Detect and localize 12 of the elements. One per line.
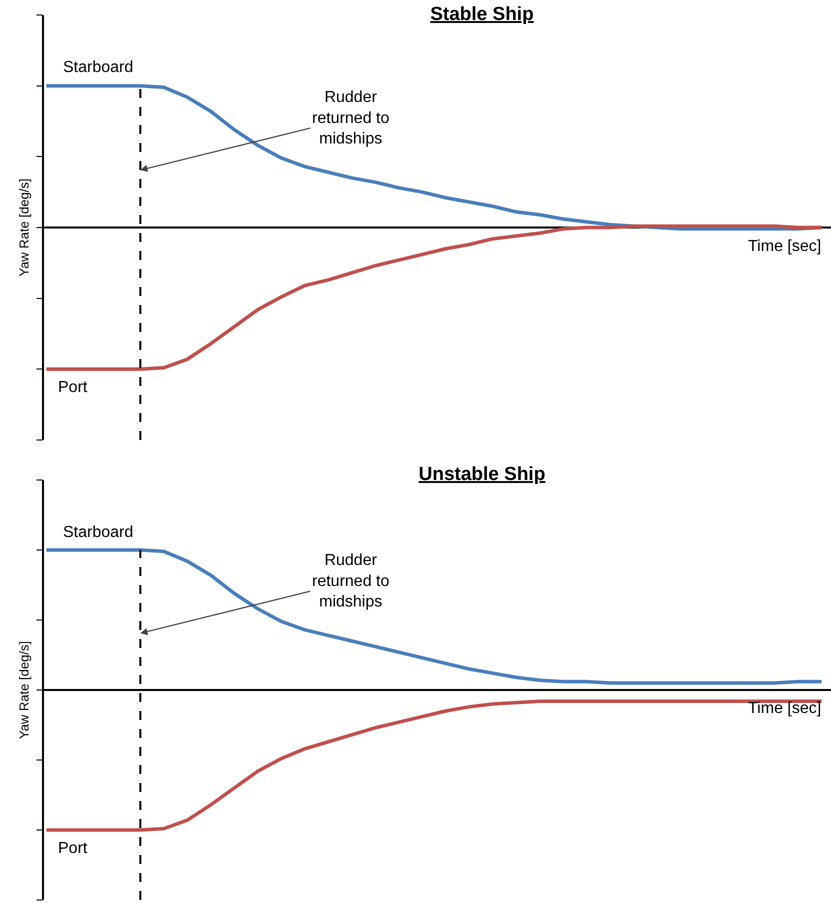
series-label: Starboard <box>63 59 134 76</box>
annotation: Rudder returned to midships <box>312 89 390 148</box>
series-label: Starboard <box>63 524 134 541</box>
x-axis-title: Time [sec] <box>748 238 822 255</box>
chart-title: Unstable Ship <box>418 464 546 486</box>
chart-title: Stable Ship <box>430 4 534 26</box>
y-axis-title: Yaw Rate [deg/s] <box>16 640 32 740</box>
series-label: Port <box>58 840 88 857</box>
annotation: Rudder returned to midships <box>312 552 390 611</box>
series-label: Port <box>58 379 88 396</box>
y-axis-title: Yaw Rate [deg/s] <box>16 178 32 277</box>
x-axis-title: Time [sec] <box>748 700 822 717</box>
